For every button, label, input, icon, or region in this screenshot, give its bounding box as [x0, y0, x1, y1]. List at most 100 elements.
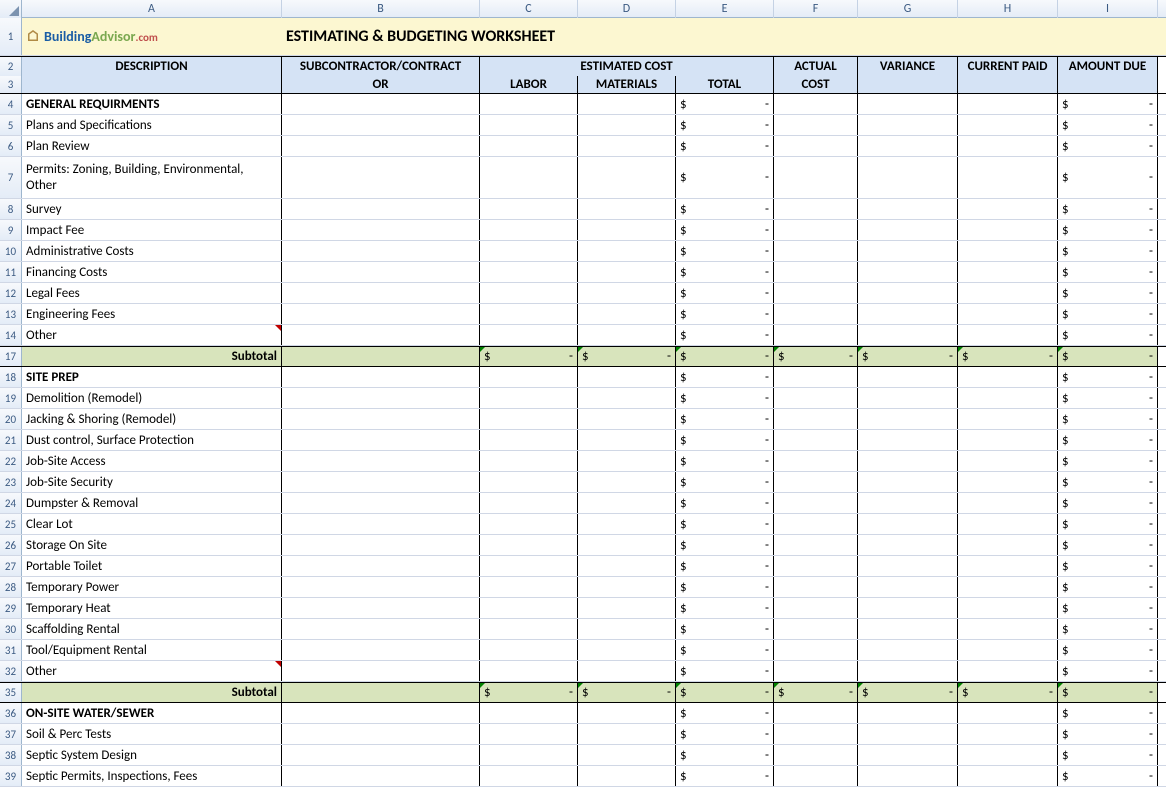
cell-G[interactable]: [858, 283, 958, 303]
row-header[interactable]: 3: [0, 76, 22, 93]
cell-G[interactable]: [858, 745, 958, 765]
cell-H[interactable]: [958, 94, 1058, 114]
cell-E[interactable]: $-: [676, 157, 774, 198]
cell-I[interactable]: $-: [1058, 241, 1158, 261]
description-cell[interactable]: Administrative Costs: [22, 241, 282, 261]
cell-C[interactable]: [480, 262, 578, 282]
cell-G[interactable]: [858, 241, 958, 261]
cell-F[interactable]: [774, 94, 858, 114]
cell-F[interactable]: [774, 115, 858, 135]
cell-G[interactable]: [858, 430, 958, 450]
cell-D[interactable]: [578, 136, 676, 156]
cell-E[interactable]: $-: [676, 241, 774, 261]
cell-E[interactable]: $-: [676, 683, 774, 702]
description-cell[interactable]: Financing Costs: [22, 262, 282, 282]
row-header[interactable]: 27: [0, 556, 22, 576]
cell-H[interactable]: [958, 241, 1058, 261]
cell-C[interactable]: $-: [480, 347, 578, 366]
cell-C[interactable]: [480, 283, 578, 303]
row-header[interactable]: 4: [0, 94, 22, 114]
description-cell[interactable]: Septic System Design: [22, 745, 282, 765]
cell-H[interactable]: [958, 283, 1058, 303]
row-header[interactable]: 26: [0, 535, 22, 555]
row-header[interactable]: 28: [0, 577, 22, 597]
cell-G[interactable]: [858, 451, 958, 471]
cell-C[interactable]: [480, 472, 578, 492]
description-cell[interactable]: Subtotal: [22, 347, 282, 366]
cell-F[interactable]: $-: [774, 347, 858, 366]
description-cell[interactable]: Temporary Heat: [22, 598, 282, 618]
cell-I[interactable]: $-: [1058, 493, 1158, 513]
cell-F[interactable]: [774, 199, 858, 219]
row-header[interactable]: 35: [0, 683, 22, 702]
cell-B[interactable]: [282, 451, 480, 471]
cell-C[interactable]: [480, 136, 578, 156]
cell-D[interactable]: [578, 493, 676, 513]
cell-I[interactable]: $-: [1058, 325, 1158, 345]
row-header[interactable]: 10: [0, 241, 22, 261]
description-cell[interactable]: Dust control, Surface Protection: [22, 430, 282, 450]
cell-D[interactable]: [578, 451, 676, 471]
cell-F[interactable]: [774, 367, 858, 387]
cell-I[interactable]: $-: [1058, 745, 1158, 765]
description-cell[interactable]: Plans and Specifications: [22, 115, 282, 135]
cell-B[interactable]: [282, 115, 480, 135]
cell-F[interactable]: $-: [774, 683, 858, 702]
row-header[interactable]: 11: [0, 262, 22, 282]
cell-B[interactable]: [282, 661, 480, 681]
description-cell[interactable]: Job-Site Security: [22, 472, 282, 492]
cell-D[interactable]: [578, 325, 676, 345]
row-header[interactable]: 19: [0, 388, 22, 408]
cell-H[interactable]: [958, 472, 1058, 492]
cell-C[interactable]: [480, 430, 578, 450]
cell-E[interactable]: $-: [676, 598, 774, 618]
cell-G[interactable]: [858, 136, 958, 156]
column-header-D[interactable]: D: [578, 0, 676, 18]
cell-I[interactable]: $-: [1058, 472, 1158, 492]
cell-F[interactable]: [774, 556, 858, 576]
cell-C[interactable]: [480, 577, 578, 597]
row-header[interactable]: 2: [0, 57, 22, 76]
cell-D[interactable]: [578, 472, 676, 492]
cell-D[interactable]: [578, 409, 676, 429]
column-header-G[interactable]: G: [858, 0, 958, 18]
row-header[interactable]: 14: [0, 325, 22, 345]
description-cell[interactable]: Storage On Site: [22, 535, 282, 555]
cell-C[interactable]: [480, 535, 578, 555]
row-header[interactable]: 30: [0, 619, 22, 639]
cell-B[interactable]: [282, 388, 480, 408]
cell-F[interactable]: [774, 430, 858, 450]
cell-I[interactable]: $-: [1058, 304, 1158, 324]
row-header[interactable]: 12: [0, 283, 22, 303]
row-header[interactable]: 29: [0, 598, 22, 618]
cell-G[interactable]: [858, 640, 958, 660]
cell-I[interactable]: $-: [1058, 683, 1158, 702]
cell-D[interactable]: [578, 157, 676, 198]
cell-G[interactable]: [858, 388, 958, 408]
cell-E[interactable]: $-: [676, 577, 774, 597]
cell-I[interactable]: $-: [1058, 640, 1158, 660]
cell-G[interactable]: $-: [858, 347, 958, 366]
cell-H[interactable]: [958, 388, 1058, 408]
row-header[interactable]: 13: [0, 304, 22, 324]
description-cell[interactable]: Legal Fees: [22, 283, 282, 303]
cell-H[interactable]: [958, 409, 1058, 429]
cell-H[interactable]: [958, 493, 1058, 513]
cell-G[interactable]: [858, 94, 958, 114]
cell-F[interactable]: [774, 472, 858, 492]
cell-B[interactable]: [282, 94, 480, 114]
cell-B[interactable]: [282, 514, 480, 534]
cell-C[interactable]: [480, 514, 578, 534]
cell-G[interactable]: [858, 535, 958, 555]
cell-G[interactable]: [858, 724, 958, 744]
description-cell[interactable]: Permits: Zoning, Building, Environmental…: [22, 157, 282, 198]
cell-D[interactable]: $-: [578, 347, 676, 366]
cell-D[interactable]: [578, 514, 676, 534]
cell-C[interactable]: [480, 199, 578, 219]
cell-D[interactable]: [578, 241, 676, 261]
header-variance[interactable]: VARIANCE: [858, 57, 958, 76]
cell-B[interactable]: [282, 619, 480, 639]
cell-C[interactable]: [480, 241, 578, 261]
cell-G[interactable]: [858, 556, 958, 576]
cell-C[interactable]: [480, 493, 578, 513]
